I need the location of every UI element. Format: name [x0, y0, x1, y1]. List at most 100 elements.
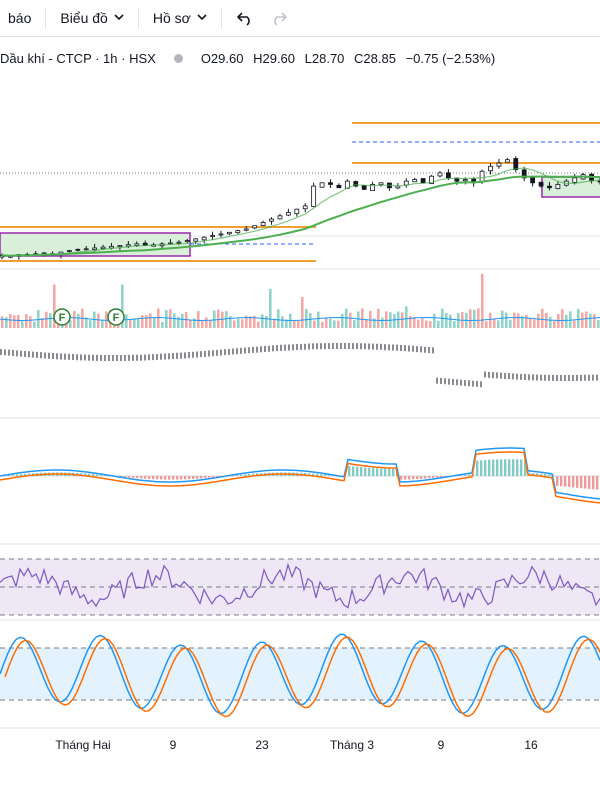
macd-histogram-bar — [204, 476, 207, 479]
volume-bar — [421, 318, 424, 328]
alerts-button[interactable]: báo — [0, 0, 39, 36]
candle-body — [437, 172, 443, 177]
candle-body — [445, 172, 451, 179]
volume-bar — [165, 310, 168, 328]
macd-histogram-bar — [372, 468, 375, 476]
volume-bar — [325, 317, 328, 328]
volume-bar — [557, 313, 560, 328]
volume-bar — [213, 310, 216, 328]
volume-bar — [521, 315, 524, 328]
candle-body — [319, 182, 325, 188]
macd-histogram-bar — [480, 460, 483, 476]
macd-histogram-bar — [472, 474, 475, 476]
stoch-band — [0, 648, 600, 700]
close-value: C28.85 — [354, 50, 396, 66]
macd-histogram-bar — [540, 473, 543, 476]
macd-histogram-bar — [572, 476, 575, 488]
candle-body — [100, 246, 106, 250]
candle-body — [521, 169, 527, 179]
macd-histogram-bar — [152, 476, 155, 480]
macd-histogram-bar — [244, 474, 247, 476]
candle-body — [479, 170, 485, 183]
macd-histogram-bar — [492, 459, 495, 476]
volume-bar — [453, 321, 456, 328]
chart-type-dropdown[interactable]: Biểu đồ — [52, 0, 131, 36]
volume-bar — [541, 308, 544, 328]
volume-bar — [249, 316, 252, 328]
macd-histogram-bar — [236, 475, 239, 476]
candle-body — [252, 225, 258, 229]
macd-histogram-bar — [544, 473, 547, 476]
volume-bar — [573, 320, 576, 328]
volume-bar — [481, 273, 484, 328]
candle-body — [353, 181, 359, 187]
candle-body — [597, 180, 600, 183]
redo-button[interactable] — [262, 0, 296, 36]
volume-bar — [29, 316, 32, 328]
macd-histogram-bar — [488, 459, 491, 476]
volume-bar — [157, 308, 160, 328]
macd-histogram-bar — [512, 459, 515, 476]
macd-histogram-bar — [412, 476, 415, 480]
volume-bar — [361, 308, 364, 328]
candle-body — [547, 185, 552, 189]
volume-bar — [217, 309, 220, 328]
ohlc-values: O29.60 H29.60 L28.70 C28.85 −0.75 (−2.53… — [201, 51, 501, 66]
macd-histogram-bar — [568, 476, 571, 488]
time-axis-label: 9 — [438, 738, 445, 752]
candle-body — [530, 177, 536, 184]
candle-body — [420, 178, 426, 184]
macd-histogram-bar — [8, 475, 11, 476]
volume-bar — [237, 318, 240, 328]
macd-histogram-bar — [312, 473, 315, 476]
volume-bar — [273, 318, 276, 328]
volume-bar — [509, 319, 512, 328]
profile-dropdown[interactable]: Hồ sơ — [145, 0, 215, 36]
macd-histogram-bar — [384, 468, 387, 476]
volume-bar — [337, 320, 340, 328]
volume-bar — [469, 309, 472, 328]
volume-bar — [241, 319, 244, 328]
symbol-title[interactable]: Dầu khí - CTCP · 1h · HSX — [0, 50, 156, 66]
marker-text: F — [59, 312, 66, 324]
high-value: H29.60 — [253, 50, 296, 66]
volume-bar — [553, 321, 556, 328]
volume-bar — [525, 314, 528, 328]
macd-histogram-bar — [368, 467, 371, 476]
volume-bar — [17, 314, 20, 328]
macd-histogram-bar — [88, 473, 91, 476]
volume-bar — [385, 311, 388, 328]
undo-button[interactable] — [228, 0, 262, 36]
macd-histogram-bar — [476, 460, 479, 476]
candle-body — [193, 238, 199, 242]
macd-histogram-bar — [144, 476, 147, 479]
volume-bar — [145, 315, 148, 328]
candle-body — [227, 231, 232, 235]
macd-histogram-bar — [20, 474, 23, 476]
volume-bar — [233, 320, 236, 328]
macd-histogram-bar — [192, 476, 195, 479]
volume-bar — [245, 315, 248, 328]
volume-bar — [417, 319, 420, 328]
macd-histogram-bar — [360, 467, 363, 476]
candle-body — [176, 241, 182, 244]
candle-body — [294, 208, 300, 215]
macd-signal-line — [0, 451, 600, 504]
volume-bar — [9, 314, 12, 328]
volume-bar — [413, 316, 416, 328]
volume-bar — [309, 313, 312, 328]
candle-body — [496, 162, 502, 167]
macd-histogram-bar — [536, 473, 539, 476]
price-chart[interactable]: F F Tháng Hai 9 23 Tháng 3 9 16 — [0, 72, 600, 800]
volume-bar — [293, 320, 296, 328]
volume-bar — [401, 312, 404, 328]
time-axis-label: Tháng 3 — [330, 738, 374, 752]
dividend-marker-icon: F — [107, 308, 125, 326]
top-toolbar: báo Biểu đồ Hồ sơ — [0, 0, 600, 37]
volume-bar — [73, 310, 76, 328]
macd-histogram-bar — [12, 474, 15, 476]
volume-bar — [513, 312, 516, 328]
macd-histogram-bar — [392, 468, 395, 476]
volume-bar — [189, 320, 192, 328]
macd-histogram-bar — [128, 476, 131, 478]
